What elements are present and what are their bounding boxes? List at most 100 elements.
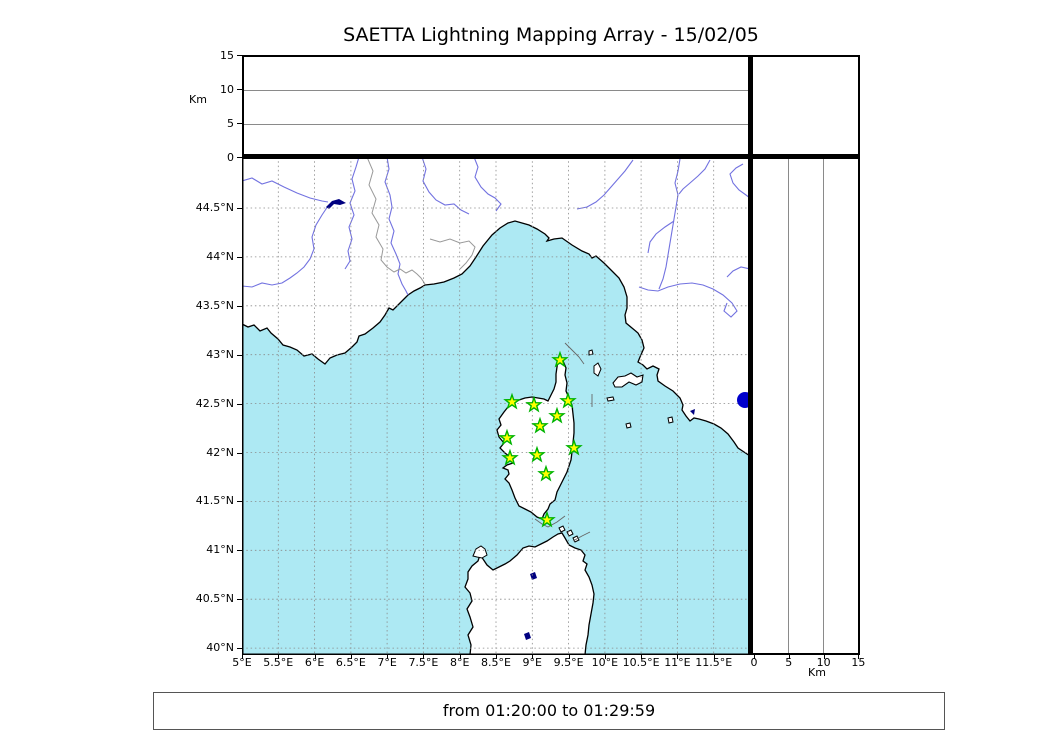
km-tick-label: 15: [851, 656, 866, 669]
altitude-axis-label: Km: [189, 93, 207, 106]
time-range-box: from 01:20:00 to 01:29:59: [153, 692, 945, 730]
station-marker: [525, 395, 543, 413]
lon-tickmark: [532, 655, 534, 659]
island-giglio: [667, 416, 674, 424]
lon-tick-label: 7°E: [377, 656, 397, 669]
altitude-gridline-5km: [244, 124, 750, 125]
station-marker: [531, 416, 549, 434]
lon-tick-label: 11.5°E: [695, 656, 733, 669]
lon-tick-label: 7.5°E: [408, 656, 439, 669]
lon-tick-label: 11°E: [664, 656, 691, 669]
lon-tickmark: [568, 655, 570, 659]
altitude-tick-label: 5: [227, 117, 234, 130]
island-asinara: [472, 545, 488, 559]
km-tickmark: [858, 655, 860, 659]
lon-tickmark: [242, 655, 243, 659]
lon-tickmark: [350, 655, 352, 659]
lon-tick-label: 6.5°E: [335, 656, 366, 669]
thick-frame-vertical: [748, 55, 753, 655]
lat-tick-label: 44.5°N: [195, 201, 234, 214]
lon-tick-label: 8°E: [449, 656, 470, 669]
map-panel: [242, 157, 750, 655]
figure-title: SAETTA Lightning Mapping Array - 15/02/0…: [343, 24, 759, 46]
admin-borders: [366, 157, 476, 285]
lat-tickmark: [237, 550, 242, 552]
lon-tickmark: [495, 655, 497, 659]
station-marker: [565, 438, 583, 456]
lat-tick-label: 42.5°N: [195, 396, 234, 410]
lon-tick-label: 9°E: [522, 656, 542, 669]
lat-tickmark: [237, 354, 242, 356]
lakes: [326, 199, 695, 640]
map-gridlines: [242, 157, 750, 655]
lat-tickmark: [237, 452, 242, 454]
right-axis-label: Km: [808, 666, 826, 679]
lat-tickmark: [237, 208, 242, 209]
islands: [464, 349, 674, 655]
lat-tick-label: 42°N: [206, 445, 234, 459]
lon-tickmark: [387, 655, 389, 659]
lon-tick-label: 8.5°E: [481, 656, 511, 669]
right-altitude-panel: [753, 157, 860, 655]
lat-tickmark: [237, 256, 242, 258]
station-marker: [498, 428, 516, 446]
thick-frame-horizontal: [242, 154, 860, 159]
km-tick-label: 0: [750, 656, 758, 669]
station-marker: [501, 448, 519, 466]
lon-tickmark: [278, 655, 280, 659]
lon-tickmark: [314, 655, 316, 659]
km-tick-label: 5: [785, 656, 793, 669]
lon-tickmark: [423, 655, 425, 659]
lat-tick-label: 44°N: [206, 249, 234, 263]
station-marker: [503, 392, 521, 410]
event-marker: [737, 392, 750, 408]
station-marker: [548, 406, 566, 424]
lat-tickmark: [237, 305, 242, 307]
lon-tick-label: 5.5°E: [263, 656, 294, 669]
lat-tickmark: [237, 599, 242, 601]
lon-tick-label: 9.5°E: [553, 656, 584, 669]
altitude-tick-label: 10: [220, 83, 234, 96]
lon-tick-label: 5°E: [232, 656, 252, 669]
km-tickmark: [788, 655, 790, 659]
altitude-tickmark: [237, 123, 242, 124]
right-gridline-5km: [788, 157, 789, 653]
station-marker: [551, 350, 569, 368]
station-marker: [538, 510, 556, 528]
coastline-mainland: [242, 220, 750, 457]
altitude-tickmark: [237, 89, 242, 90]
station-marker: [528, 445, 546, 463]
lon-tickmark: [604, 655, 606, 659]
lon-tick-label: 6°E: [304, 656, 325, 669]
maritime-lines: [534, 342, 593, 542]
lon-tickmark: [713, 655, 715, 659]
lat-tick-label: 43°N: [206, 347, 234, 361]
lat-tickmark: [237, 648, 242, 650]
lat-tick-label: 40.5°N: [195, 592, 234, 606]
lat-tickmark: [237, 501, 242, 503]
island-gorgona: [588, 349, 594, 356]
altitude-gridline-10km: [244, 90, 750, 91]
km-tickmark: [823, 655, 825, 659]
altitude-tickmark: [237, 55, 242, 56]
altitude-tickmark: [237, 157, 242, 158]
lon-tickmark: [459, 655, 461, 659]
km-tickmark: [754, 655, 755, 659]
island-montecristo: [625, 422, 632, 429]
right-gridline-10km: [823, 157, 824, 653]
lon-tick-label: 10.5°E: [622, 656, 660, 669]
lat-tick-label: 41°N: [206, 543, 234, 557]
island-pianosa: [606, 396, 615, 402]
island-elba: [612, 372, 644, 388]
lat-tick-label: 41.5°N: [195, 494, 234, 508]
island-sardinia: [464, 532, 595, 655]
lat-tick-label: 43.5°N: [195, 298, 234, 312]
altitude-tick-label: 15: [220, 49, 234, 62]
km-tick-label: 10: [816, 656, 831, 669]
sea-fill: [242, 221, 750, 655]
island-capraia: [593, 362, 602, 377]
altitude-tick-label: 0: [227, 151, 234, 164]
lat-tickmark: [237, 403, 242, 405]
altitude-panel: [242, 55, 750, 157]
